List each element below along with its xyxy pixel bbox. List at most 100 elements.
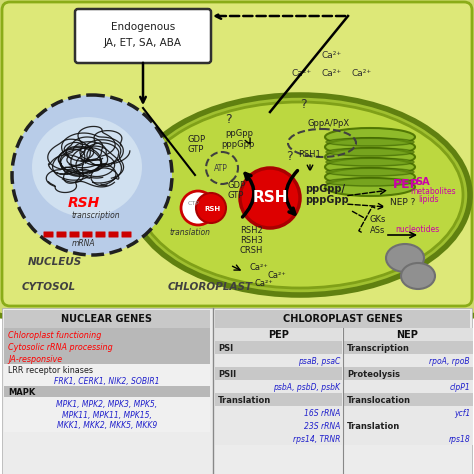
Text: Ca²⁺: Ca²⁺: [250, 263, 269, 272]
Text: Translation: Translation: [218, 396, 271, 405]
Text: NUCLEAR GENES: NUCLEAR GENES: [62, 314, 153, 324]
Circle shape: [181, 191, 215, 225]
Text: Proteolysis: Proteolysis: [347, 370, 400, 379]
Text: CTP: CTP: [188, 201, 200, 206]
Bar: [215, 380, 342, 393]
Text: Translocation: Translocation: [347, 396, 411, 405]
FancyBboxPatch shape: [0, 0, 474, 316]
Text: RSH: RSH: [204, 206, 220, 212]
Text: MKK1, MKK2, MKK5, MKK9: MKK1, MKK2, MKK5, MKK9: [57, 421, 157, 430]
Circle shape: [12, 95, 172, 255]
Text: metabolites: metabolites: [410, 187, 456, 196]
Text: nucleotides: nucleotides: [395, 225, 439, 234]
Text: Ca²⁺: Ca²⁺: [268, 271, 287, 280]
Text: clpP1: clpP1: [449, 383, 470, 392]
Text: MPK1, MPK2, MPK3, MPK5,: MPK1, MPK2, MPK3, MPK5,: [56, 400, 157, 409]
Text: Transcription: Transcription: [347, 344, 410, 353]
Text: psbA, psbD, psbK: psbA, psbD, psbK: [273, 383, 340, 392]
Ellipse shape: [325, 168, 415, 186]
Bar: [215, 419, 342, 432]
Ellipse shape: [137, 102, 463, 288]
Text: NEP: NEP: [396, 330, 418, 340]
Text: CHLOROPLAST GENES: CHLOROPLAST GENES: [283, 314, 402, 324]
FancyBboxPatch shape: [70, 231, 80, 237]
FancyBboxPatch shape: [2, 2, 472, 306]
Text: Translation: Translation: [347, 422, 400, 431]
Bar: [344, 354, 473, 367]
Ellipse shape: [325, 128, 415, 146]
Text: pppGpp: pppGpp: [221, 140, 255, 149]
Bar: [215, 328, 342, 341]
FancyBboxPatch shape: [44, 231, 54, 237]
Bar: [344, 328, 473, 341]
Bar: [344, 393, 473, 406]
Bar: [4, 328, 210, 340]
Text: CYTOSOL: CYTOSOL: [22, 282, 76, 292]
Text: RSH1: RSH1: [298, 150, 321, 159]
Text: RSH2: RSH2: [240, 226, 263, 235]
Text: NUCLEUS: NUCLEUS: [28, 257, 82, 267]
Text: GKs: GKs: [370, 215, 386, 224]
Ellipse shape: [130, 95, 470, 295]
Text: ?: ?: [300, 98, 307, 111]
Text: GDP: GDP: [188, 135, 206, 144]
Bar: [344, 406, 473, 419]
Text: Ca²⁺: Ca²⁺: [255, 279, 274, 288]
Text: Endogenous: Endogenous: [111, 22, 175, 32]
Text: MPK11, MPK11, MPK15,: MPK11, MPK11, MPK15,: [62, 411, 152, 420]
Text: PSII: PSII: [218, 370, 236, 379]
Text: 23S rRNA: 23S rRNA: [304, 422, 340, 431]
Text: RSH: RSH: [253, 190, 289, 205]
Text: GTP: GTP: [228, 191, 245, 200]
Text: transcription: transcription: [72, 211, 120, 220]
Text: PEP: PEP: [268, 330, 289, 340]
Text: PSI: PSI: [218, 344, 233, 353]
FancyBboxPatch shape: [121, 231, 131, 237]
Bar: [2, 308, 472, 474]
Bar: [344, 432, 473, 445]
Bar: [4, 375, 210, 386]
Text: Cytosolic rRNA processing: Cytosolic rRNA processing: [8, 343, 113, 352]
Bar: [215, 354, 342, 367]
Bar: [215, 367, 342, 380]
Text: ?: ?: [286, 150, 292, 163]
Text: GTP: GTP: [188, 145, 204, 154]
Text: Chloroplast functioning: Chloroplast functioning: [8, 331, 101, 340]
Bar: [4, 364, 210, 375]
Text: JA-responsive: JA-responsive: [8, 355, 62, 364]
Ellipse shape: [326, 148, 414, 156]
Text: rps14, TRNR: rps14, TRNR: [292, 435, 340, 444]
Bar: [215, 341, 342, 354]
Bar: [215, 406, 342, 419]
Text: translation: translation: [170, 228, 211, 237]
Text: ?: ?: [225, 113, 232, 126]
Text: psaB, psaC: psaB, psaC: [298, 357, 340, 366]
Bar: [4, 386, 210, 397]
Bar: [215, 310, 470, 328]
Ellipse shape: [326, 138, 414, 146]
Text: NEP ?: NEP ?: [390, 198, 415, 207]
Text: CHLOROPLAST: CHLOROPLAST: [168, 282, 253, 292]
Text: JA, ET, SA, ABA: JA, ET, SA, ABA: [104, 38, 182, 48]
Text: ATP: ATP: [214, 164, 228, 173]
Text: MAPK: MAPK: [8, 388, 35, 397]
Circle shape: [196, 193, 226, 223]
Text: LRR receptor kinases: LRR receptor kinases: [8, 366, 93, 375]
Text: ASs: ASs: [370, 226, 385, 235]
Bar: [344, 419, 473, 432]
Text: Ca²⁺: Ca²⁺: [322, 69, 342, 78]
Text: RSH3: RSH3: [240, 236, 263, 245]
Text: pppGpp: pppGpp: [305, 195, 348, 205]
Circle shape: [240, 168, 300, 228]
Text: SA: SA: [415, 177, 429, 187]
Text: rps18: rps18: [448, 435, 470, 444]
Text: CRSH: CRSH: [240, 246, 264, 255]
Text: GppA/PpX: GppA/PpX: [308, 119, 350, 128]
Bar: [344, 380, 473, 393]
FancyBboxPatch shape: [82, 231, 92, 237]
Text: Ca²⁺: Ca²⁺: [292, 69, 312, 78]
Text: ycf1: ycf1: [454, 409, 470, 418]
Ellipse shape: [32, 117, 142, 217]
Text: RSH: RSH: [68, 196, 100, 210]
Text: 16S rRNA: 16S rRNA: [304, 409, 340, 418]
